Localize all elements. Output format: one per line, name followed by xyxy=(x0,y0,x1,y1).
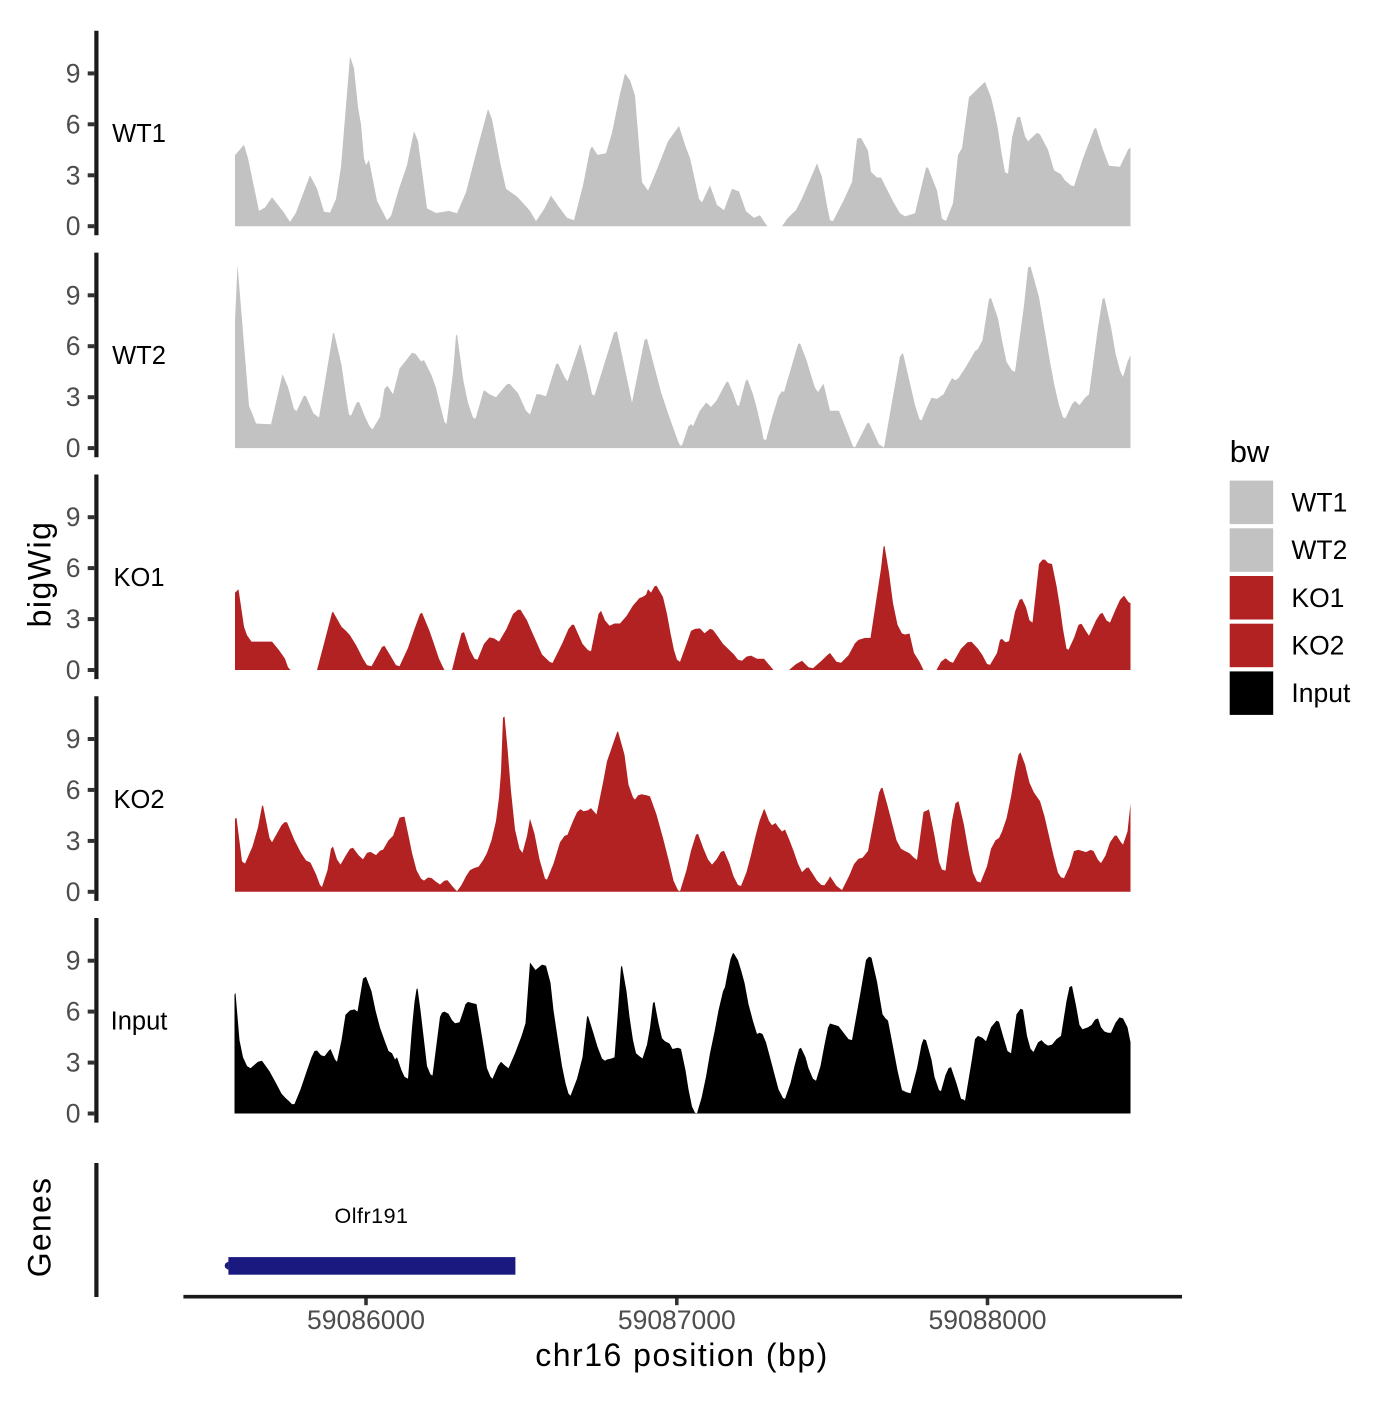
svg-text:KO2: KO2 xyxy=(113,786,164,814)
svg-text:3: 3 xyxy=(66,826,81,856)
svg-text:WT1: WT1 xyxy=(112,120,166,148)
svg-text:Genes: Genes xyxy=(22,1177,58,1278)
svg-text:bw: bw xyxy=(1230,434,1270,469)
svg-text:6: 6 xyxy=(66,997,81,1027)
svg-text:9: 9 xyxy=(66,724,81,754)
svg-text:59086000: 59086000 xyxy=(307,1305,425,1335)
svg-text:WT2: WT2 xyxy=(112,342,166,370)
svg-text:Input: Input xyxy=(1291,678,1351,708)
svg-text:0: 0 xyxy=(66,211,81,241)
svg-text:KO2: KO2 xyxy=(1291,631,1344,661)
svg-text:3: 3 xyxy=(66,1048,81,1078)
svg-text:0: 0 xyxy=(66,433,81,463)
svg-text:9: 9 xyxy=(66,502,81,532)
svg-text:59088000: 59088000 xyxy=(929,1305,1047,1335)
svg-text:bigWig: bigWig xyxy=(22,521,58,628)
svg-text:WT1: WT1 xyxy=(1291,487,1347,517)
svg-text:9: 9 xyxy=(66,58,81,88)
svg-text:3: 3 xyxy=(66,382,81,412)
svg-text:WT2: WT2 xyxy=(1291,535,1347,565)
svg-text:Input: Input xyxy=(111,1008,168,1036)
svg-text:0: 0 xyxy=(66,1099,81,1129)
svg-text:KO1: KO1 xyxy=(113,564,164,592)
svg-text:6: 6 xyxy=(66,331,81,361)
svg-text:6: 6 xyxy=(66,775,81,805)
svg-text:3: 3 xyxy=(66,160,81,190)
svg-text:0: 0 xyxy=(66,877,81,907)
svg-text:KO1: KO1 xyxy=(1291,583,1344,613)
svg-text:0: 0 xyxy=(66,655,81,685)
svg-text:6: 6 xyxy=(66,109,81,139)
svg-text:6: 6 xyxy=(66,553,81,583)
svg-text:3: 3 xyxy=(66,604,81,634)
svg-text:59087000: 59087000 xyxy=(618,1305,736,1335)
svg-text:9: 9 xyxy=(66,946,81,976)
svg-text:chr16 position (bp): chr16 position (bp) xyxy=(535,1337,829,1373)
svg-text:Olfr191: Olfr191 xyxy=(334,1204,408,1228)
svg-text:9: 9 xyxy=(66,280,81,310)
